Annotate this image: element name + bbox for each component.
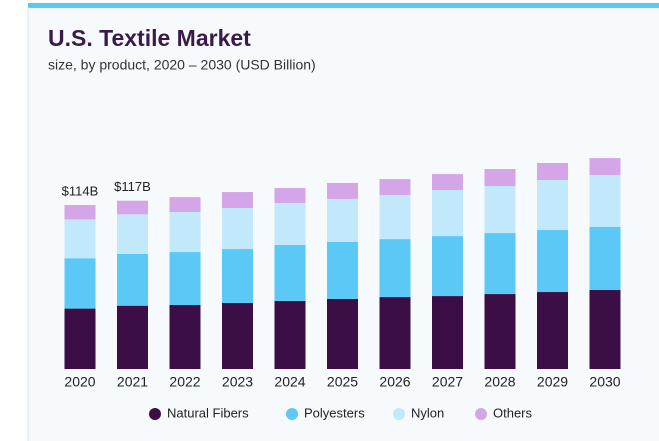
legend-swatch bbox=[149, 408, 161, 420]
bar-segment bbox=[537, 162, 568, 180]
x-tick-label: 2026 bbox=[379, 374, 410, 390]
bar-segment bbox=[222, 192, 253, 209]
bar-segment bbox=[117, 305, 148, 369]
x-tick-label: 2024 bbox=[274, 374, 305, 390]
bar-segment bbox=[327, 182, 358, 199]
bar-segment bbox=[484, 186, 516, 234]
bar-segment bbox=[64, 219, 96, 259]
bar-segment bbox=[432, 296, 463, 369]
bar-segment bbox=[64, 258, 96, 309]
legend-label: Others bbox=[493, 405, 533, 420]
x-tick-label: 2025 bbox=[327, 374, 358, 390]
x-tick-label: 2028 bbox=[484, 374, 515, 390]
total-label: $117B bbox=[114, 179, 151, 194]
bar-segment bbox=[537, 179, 568, 231]
bar-segment bbox=[274, 300, 306, 369]
bar-segment bbox=[117, 253, 148, 306]
x-tick-label: 2021 bbox=[117, 374, 148, 390]
bar-segment bbox=[274, 202, 306, 245]
legend-swatch bbox=[475, 408, 487, 420]
bar-segment bbox=[589, 290, 621, 369]
legend-label: Natural Fibers bbox=[167, 405, 249, 420]
bar-segment bbox=[379, 179, 411, 196]
bar-segment bbox=[169, 252, 201, 305]
bar-segment bbox=[169, 304, 201, 369]
bar-segment bbox=[484, 294, 516, 369]
bar-segment bbox=[589, 227, 621, 291]
legend-label: Nylon bbox=[411, 405, 444, 420]
bar-segment bbox=[274, 188, 306, 203]
bar-segment bbox=[327, 241, 358, 299]
bar-segment bbox=[274, 244, 306, 301]
bar-segment bbox=[484, 233, 516, 295]
x-tick-label: 2022 bbox=[169, 374, 200, 390]
x-tick-label: 2029 bbox=[537, 374, 568, 390]
bar-segment bbox=[589, 158, 621, 176]
bar-segment bbox=[432, 174, 463, 191]
bar-segment bbox=[222, 249, 253, 303]
bar-segment bbox=[537, 292, 568, 369]
bar-segment bbox=[379, 239, 411, 298]
legend-swatch bbox=[286, 408, 298, 420]
x-tick-label: 2023 bbox=[222, 374, 253, 390]
bar-segment bbox=[379, 195, 411, 240]
bar-segment bbox=[169, 197, 201, 213]
bar-segment bbox=[117, 200, 148, 215]
x-tick-label: 2027 bbox=[432, 374, 463, 390]
bar-segment bbox=[64, 204, 96, 220]
bar-segment bbox=[64, 308, 96, 369]
bar-segment bbox=[537, 230, 568, 293]
bar-segment bbox=[222, 208, 253, 250]
bar-segment bbox=[484, 169, 516, 187]
legend-swatch bbox=[393, 408, 405, 420]
chart-title: U.S. Textile Market bbox=[48, 25, 251, 51]
total-label: $114B bbox=[62, 183, 99, 198]
bar-segment bbox=[117, 214, 148, 254]
bar-segment bbox=[222, 302, 253, 369]
bar-segment bbox=[327, 298, 358, 369]
bar-segment bbox=[432, 190, 463, 237]
top-stripe bbox=[28, 3, 659, 8]
chart-subtitle: size, by product, 2020 – 2030 (USD Billi… bbox=[48, 57, 316, 73]
legend-label: Polyesters bbox=[304, 405, 365, 420]
bar-segment bbox=[432, 236, 463, 297]
x-tick-label: 2020 bbox=[64, 374, 95, 390]
bar-segment bbox=[169, 212, 201, 253]
bar-segment bbox=[379, 297, 411, 369]
bar-segment bbox=[327, 198, 358, 242]
x-tick-label: 2030 bbox=[589, 374, 620, 390]
bar-segment bbox=[589, 175, 621, 228]
